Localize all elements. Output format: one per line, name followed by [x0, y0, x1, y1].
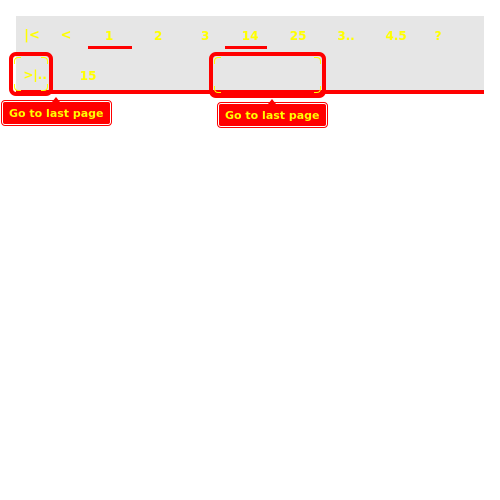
- tooltip-text: Go to last page: [225, 109, 320, 122]
- first-page-icon[interactable]: |<: [24, 28, 40, 43]
- go-to-last-page-tooltip: Go to last page: [1, 97, 112, 126]
- last-page-target-highlight[interactable]: [209, 52, 326, 98]
- highlight-corner: [41, 84, 48, 91]
- highlight-corner: [41, 57, 48, 64]
- page-1-button[interactable]: 1: [104, 29, 114, 43]
- tooltip-arrow: [268, 99, 277, 104]
- pagination-divider: [16, 90, 484, 94]
- highlight-corner: [14, 57, 21, 64]
- highlight-corner: [14, 84, 21, 91]
- last-page-icon[interactable]: >|..: [23, 68, 47, 82]
- page-3-button[interactable]: 3: [200, 29, 210, 43]
- highlight-corner: [214, 57, 221, 64]
- page-15-button[interactable]: 15: [79, 69, 97, 83]
- page-2-button[interactable]: 2: [153, 29, 163, 43]
- page-4-5-button[interactable]: 4.5: [385, 29, 407, 43]
- page-25-button[interactable]: 25: [289, 29, 307, 43]
- previous-page-icon[interactable]: <: [60, 28, 72, 43]
- page-14-button[interactable]: 14: [241, 29, 259, 43]
- tooltip-arrow: [52, 97, 61, 102]
- go-to-last-page-tooltip-target: Go to last page: [217, 99, 328, 128]
- last-page-button-highlight[interactable]: [9, 52, 53, 96]
- next-page-icon[interactable]: ?: [434, 29, 442, 43]
- highlight-corner: [314, 57, 321, 64]
- current-page-indicator: [88, 46, 132, 49]
- highlight-corner: [314, 86, 321, 93]
- highlight-corner: [214, 86, 221, 93]
- page-3-ellipsis-button[interactable]: 3..: [337, 29, 355, 43]
- tooltip-text: Go to last page: [9, 107, 104, 120]
- selected-page-indicator: [225, 46, 267, 49]
